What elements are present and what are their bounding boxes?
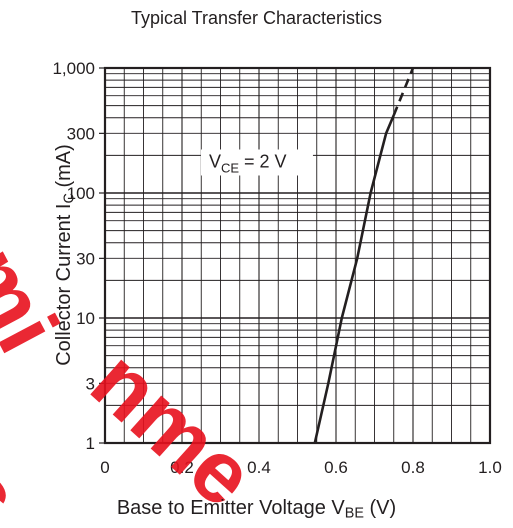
y-axis-label-sub: C [61, 193, 78, 204]
y-tick-label: 1 [86, 434, 95, 453]
y-tick-label: 100 [67, 184, 95, 203]
y-axis-label-main: Collector Current I [53, 203, 75, 366]
annotation-vce: VCE = 2 V [209, 151, 287, 175]
y-tick-label: 30 [76, 249, 95, 268]
y-tick-label: 1,000 [52, 59, 95, 78]
series-line-solid [313, 114, 395, 444]
x-tick-label: 0 [100, 458, 109, 477]
plot-frame [103, 66, 492, 445]
x-axis-label: Base to Emitter Voltage VBE (V) [0, 497, 513, 522]
annotation-vce-main: V [209, 151, 221, 171]
x-axis-label-main: Base to Emitter Voltage V [116, 497, 345, 519]
y-tick-label: 10 [76, 309, 95, 328]
x-axis-label-sub: BE [344, 505, 364, 522]
y-tick-labels: 1 3 10 30 100 300 1,000 [52, 59, 105, 453]
grid-major [105, 68, 490, 443]
y-axis-label-unit: (mA) [53, 144, 75, 194]
annotation-layer: VCE = 2 V [200, 149, 313, 176]
annotation-bg [200, 149, 313, 176]
x-tick-label: 0.4 [247, 458, 271, 477]
x-tick-label: 0.2 [170, 458, 194, 477]
x-tick-label: 0.6 [324, 458, 348, 477]
y-tick-label: 300 [67, 124, 95, 143]
series-line-dashed [392, 67, 415, 116]
y-tick-label: 3 [86, 374, 95, 393]
x-tick-labels: 0 0.2 0.4 0.6 0.8 1.0 [100, 458, 502, 477]
grid-minor [105, 68, 490, 443]
y-axis-label: Collector Current IC (mA) [53, 90, 78, 420]
annotation-vce-sub: CE [221, 160, 239, 175]
chart-title: Typical Transfer Characteristics [130, 8, 383, 28]
x-tick-label: 0.8 [401, 458, 425, 477]
x-tick-label: 1.0 [478, 458, 502, 477]
annotation-vce-rest: = 2 V [239, 151, 287, 171]
series-layer [313, 67, 415, 444]
x-axis-label-unit: (V) [363, 497, 397, 519]
